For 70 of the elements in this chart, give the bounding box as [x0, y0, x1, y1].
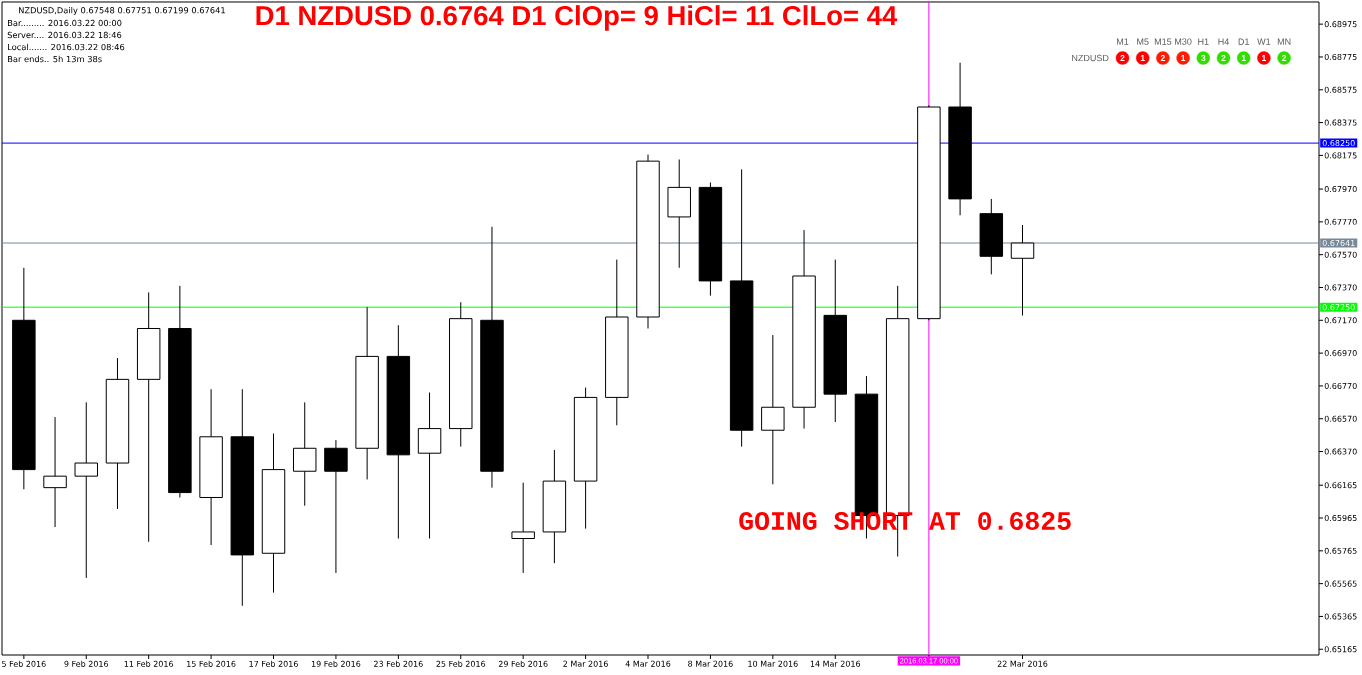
x-tick-label: 9 Feb 2016 [64, 660, 109, 667]
data-label: 2 [1120, 55, 1125, 61]
category-label: H4 [1218, 38, 1229, 45]
y-tick-label: 0.68175 [1324, 152, 1357, 159]
category-label: M15 [1154, 38, 1172, 45]
candlestick [74, 401, 98, 579]
y-tick-label: 0.67570 [1324, 251, 1357, 258]
x-tick-label: 23 Feb 2016 [374, 660, 423, 667]
category-label: M5 [1137, 38, 1149, 45]
annotation: Bar......... 2016.03.22 00:00 [8, 19, 122, 27]
y-tick-label: 0.65565 [1324, 580, 1357, 587]
ref-line-label: 0.68250 [1322, 140, 1355, 147]
data-label: 1 [1181, 55, 1186, 61]
x-tick-label: 22 Mar 2016 [997, 660, 1048, 667]
data-label: 2 [1160, 55, 1165, 61]
category-label: W1 [1257, 38, 1271, 45]
x-tick-label: 17 Feb 2016 [249, 660, 298, 667]
y-tick-label: 0.66165 [1324, 482, 1357, 489]
x-tick-label: 25 Feb 2016 [436, 660, 486, 667]
annotation: Local....... 2016.03.22 08:46 [8, 43, 125, 51]
category-label: H1 [1198, 38, 1209, 45]
x-tick-label: 8 Mar 2016 [688, 660, 733, 667]
chart-title: D1 NZDUSD 0.6764 D1 ClOp= 9 HiCl= 11 ClLo= 44 [256, 5, 898, 31]
y-tick-label: 0.67170 [1324, 317, 1357, 324]
y-tick-label: 0.68375 [1324, 119, 1357, 126]
annotation: Bar ends.. 5h 13m 38s [8, 55, 102, 63]
candlestick [1010, 224, 1035, 317]
y-tick-label: 0.68975 [1324, 21, 1357, 28]
y-tick-label: 0.68775 [1324, 53, 1357, 60]
y-tick-label: 0.65365 [1324, 613, 1357, 620]
y-tick-label: 0.66370 [1324, 448, 1357, 455]
y-tick-label: 0.65965 [1324, 514, 1357, 522]
y-tick-label: 0.66970 [1324, 350, 1357, 357]
y-tick-label: 0.65765 [1324, 547, 1357, 554]
candlestick [292, 401, 317, 507]
x-tick-label: 15 Feb 2016 [187, 660, 236, 667]
category-label: MN [1277, 38, 1291, 45]
category-label: M1 [1117, 38, 1129, 45]
y-tick-label: 0.67370 [1324, 284, 1357, 291]
category-label: M30 [1175, 38, 1192, 45]
candlestick [511, 482, 535, 574]
x-tick-label: 4 Mar 2016 [625, 660, 671, 667]
candlestick [324, 439, 348, 574]
candlestick [43, 416, 67, 528]
data-label: 1 [1241, 55, 1246, 61]
x-tick-label: 29 Feb 2016 [498, 660, 548, 667]
x-tick-label: 5 Feb 2016 [2, 660, 46, 667]
y-tick-label: 0.68575 [1324, 86, 1357, 93]
data-label: 3 [1201, 54, 1206, 62]
data-label: 2 [1282, 55, 1287, 61]
annotation: NZDUSD,Daily 0.67548 0.67751 0.67199 0.67641 [19, 6, 225, 15]
ref-line-label: 0.67641 [1322, 239, 1355, 247]
category-label: NZDUSD [1072, 54, 1109, 62]
x-tick-label: 11 Feb 2016 [124, 660, 174, 667]
y-tick-label: 0.67770 [1324, 218, 1357, 225]
candlestick [761, 334, 785, 485]
ref-line-label: 0.67250 [1322, 304, 1355, 311]
y-tick-label: 0.65165 [1324, 646, 1357, 653]
annotation: Server.... 2016.03.22 18:46 [7, 31, 122, 39]
y-tick-label: 0.66770 [1324, 382, 1357, 389]
x-tick-label: 2 Mar 2016 [563, 660, 608, 667]
data-label: 2 [1221, 55, 1226, 61]
y-tick-label: 0.66570 [1324, 415, 1357, 422]
y-tick-label: 0.67970 [1324, 186, 1357, 193]
data-label: 1 [1140, 55, 1145, 61]
x-tick-label: 10 Mar 2016 [748, 660, 798, 667]
data-label: 1 [1262, 55, 1267, 61]
category-label: D1 [1238, 38, 1250, 45]
x-tick-label: 14 Mar 2016 [810, 660, 861, 667]
x-tick-label: 19 Feb 2016 [311, 660, 361, 667]
